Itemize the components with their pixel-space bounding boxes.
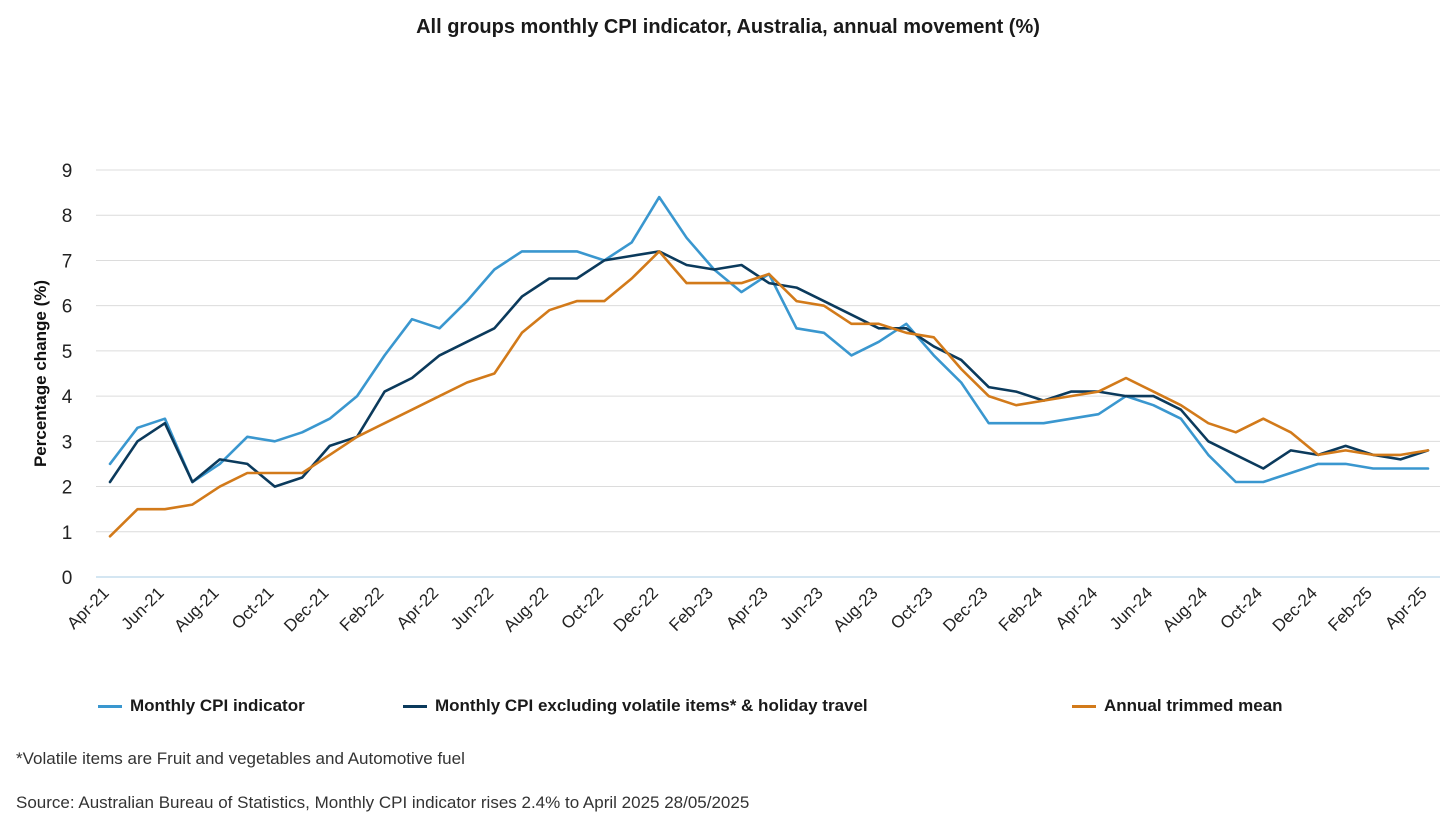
x-tick-label: Aug-23	[829, 583, 881, 635]
x-tick-label: Oct-21	[228, 583, 278, 633]
series-lines	[108, 195, 1430, 538]
y-tick-label: 6	[62, 297, 73, 318]
x-tick-label: Aug-21	[170, 583, 222, 635]
legend: Monthly CPI indicator Monthly CPI exclud…	[0, 696, 1456, 718]
x-tick-label: Feb-23	[665, 583, 717, 635]
x-tick-label: Jun-23	[777, 583, 827, 633]
y-tick-label: 1	[62, 523, 73, 544]
y-tick-label: 0	[62, 568, 73, 589]
x-tick-label: Jun-21	[118, 583, 168, 633]
legend-item-trimmed-mean: Annual trimmed mean	[1072, 696, 1283, 716]
legend-label: Annual trimmed mean	[1104, 696, 1283, 715]
y-tick-label: 7	[62, 251, 73, 272]
x-tick-label: Dec-22	[610, 583, 662, 635]
chart-title: All groups monthly CPI indicator, Austra…	[416, 16, 1040, 38]
y-tick-label: 4	[62, 387, 73, 408]
y-tick-label: 8	[62, 206, 73, 227]
x-tick-label: Apr-25	[1381, 583, 1431, 633]
x-tick-label: Aug-24	[1159, 583, 1211, 635]
y-tick-label: 9	[62, 161, 73, 182]
y-axis-ticks: 0 1 2 3 4 5 6 7 8 9	[62, 161, 73, 589]
x-tick-label: Dec-23	[939, 583, 991, 635]
x-tick-label: Apr-24	[1052, 583, 1102, 633]
x-tick-label: Jun-24	[1106, 583, 1156, 633]
series-line-0	[108, 195, 1430, 484]
x-tick-label: Oct-23	[887, 583, 937, 633]
y-axis-title: Percentage change (%)	[31, 280, 50, 467]
x-tick-label: Oct-22	[558, 583, 608, 633]
x-tick-label: Aug-22	[500, 583, 552, 635]
x-tick-label: Feb-22	[336, 583, 388, 635]
legend-swatch-excluding-volatile	[403, 704, 427, 708]
legend-item-excluding-volatile: Monthly CPI excluding volatile items* & …	[403, 696, 868, 716]
source-note: Source: Australian Bureau of Statistics,…	[16, 793, 750, 812]
x-tick-label: Dec-24	[1269, 583, 1321, 635]
legend-label: Monthly CPI excluding volatile items* & …	[435, 696, 868, 715]
x-axis-ticks: Apr-21 Jun-21 Aug-21 Oct-21 Dec-21 Feb-22 Apr-…	[63, 583, 1431, 635]
x-tick-label: Apr-22	[393, 583, 443, 633]
series-line-2	[108, 250, 1430, 538]
y-tick-label: 3	[62, 432, 73, 453]
legend-swatch-trimmed-mean	[1072, 704, 1096, 708]
y-tick-label: 2	[62, 478, 73, 499]
legend-label: Monthly CPI indicator	[130, 696, 305, 715]
x-tick-label: Dec-21	[280, 583, 332, 635]
x-tick-label: Apr-23	[722, 583, 772, 633]
x-tick-label: Oct-24	[1217, 583, 1267, 633]
x-tick-label: Feb-25	[1324, 583, 1376, 635]
x-tick-label: Apr-21	[63, 583, 113, 633]
x-tick-label: Jun-22	[447, 583, 497, 633]
legend-item-monthly-cpi: Monthly CPI indicator	[98, 696, 305, 716]
legend-swatch-monthly-cpi	[98, 704, 122, 708]
y-tick-label: 5	[62, 342, 73, 363]
volatile-items-footnote: *Volatile items are Fruit and vegetables…	[16, 749, 465, 768]
grid-lines	[96, 169, 1440, 578]
x-tick-label: Feb-24	[995, 583, 1047, 635]
series-line-1	[108, 250, 1430, 488]
